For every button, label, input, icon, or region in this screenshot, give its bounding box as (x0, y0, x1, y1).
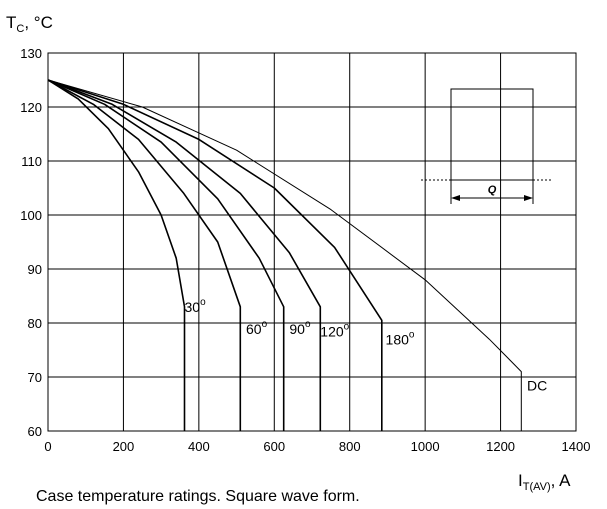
inset-arrowhead-right (524, 195, 533, 201)
grid (48, 53, 576, 431)
series-line-60 (47, 79, 242, 431)
inset-pulse-rect (450, 88, 534, 181)
chart-caption: Case temperature ratings. Square wave fo… (36, 488, 360, 505)
series-line-180 (47, 79, 383, 431)
x-axis-label: IT(AV), A (518, 471, 571, 493)
series-label-90: 90o (289, 319, 311, 337)
series-line-90 (47, 79, 285, 431)
y-tick-label: 100 (20, 208, 42, 223)
y-tick-label: 130 (20, 46, 42, 61)
series-line-30 (47, 79, 186, 431)
y-axis-label: TC, °C (6, 13, 53, 35)
series-label-60: 60o (246, 319, 268, 337)
x-tick-label: 400 (188, 439, 210, 454)
inset-diagram: Q (421, 88, 553, 204)
series-label-180: 180o (386, 330, 415, 348)
y-tick-label: 110 (21, 154, 42, 169)
x-tick-label: 200 (113, 439, 135, 454)
x-tick-label: 800 (339, 439, 361, 454)
series-line-120 (47, 79, 322, 431)
x-tick-label: 1200 (486, 439, 515, 454)
series-label-30: 30o (185, 297, 207, 315)
x-tick-label: 1000 (411, 439, 440, 454)
plot-frame (47, 52, 577, 432)
series-label-DC: DC (527, 378, 547, 394)
y-tick-label: 60 (28, 424, 42, 439)
series-label-120: 120o (320, 322, 349, 340)
x-tick-label: 600 (263, 439, 285, 454)
y-tick-label: 70 (28, 370, 42, 385)
y-tick-label: 90 (28, 262, 42, 277)
series-line-DC (47, 79, 522, 431)
x-tick-label: 0 (44, 439, 51, 454)
series-lines (47, 79, 522, 431)
inset-q-label: Q (488, 184, 497, 196)
y-tick-label: 120 (20, 100, 42, 115)
inset-arrowhead-left (451, 195, 460, 201)
x-tick-label: 1400 (562, 439, 591, 454)
y-tick-label: 80 (28, 316, 42, 331)
series-labels: 30o 60o 90o 120o 180o DC (185, 297, 548, 393)
tick-labels: 0 200 400 600 800 1000 1200 1400 60 70 80 90 100 110 1… (20, 46, 590, 454)
